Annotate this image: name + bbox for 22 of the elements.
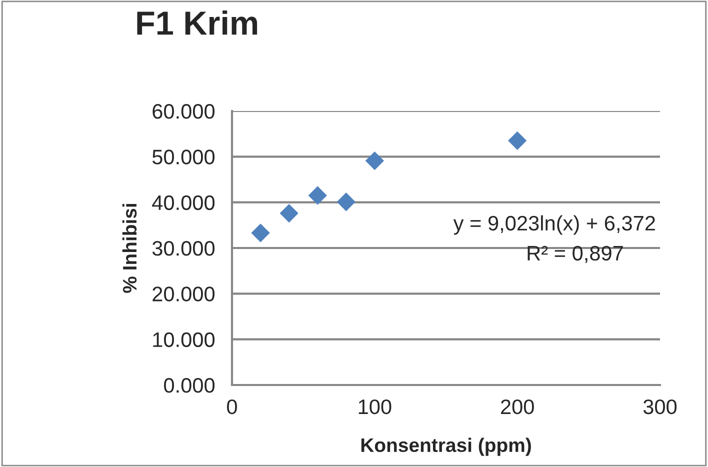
x-axis-title: Konsentrasi (ppm) [361, 438, 531, 456]
y-tick-label: 40.000 [152, 195, 215, 210]
y-tick-label: 60.000 [152, 104, 215, 119]
annotation: R² = 0,897 [528, 246, 623, 264]
point [508, 131, 527, 150]
y-tick-label: 0.000 [164, 378, 215, 393]
chart-title: F1 Krim [137, 10, 258, 35]
y-tick-label: 30.000 [152, 241, 215, 256]
y-tick-label: 50.000 [152, 150, 215, 164]
point [365, 151, 384, 170]
y-axis-title: % Inhibisi [122, 204, 137, 293]
point [280, 204, 298, 223]
x-tick-label: 200 [501, 399, 534, 414]
y-tick-label: 10.000 [153, 332, 215, 348]
annotation: y = 9,023ln(x) + 6,372 [453, 215, 655, 235]
y-tick-label: 20.000 [152, 286, 215, 302]
point [308, 186, 327, 205]
point [336, 192, 356, 212]
x-tick-label: 300 [643, 399, 677, 414]
point [251, 224, 270, 242]
x-tick-label: 100 [358, 399, 392, 414]
x-tick-label: 0 [227, 399, 237, 414]
